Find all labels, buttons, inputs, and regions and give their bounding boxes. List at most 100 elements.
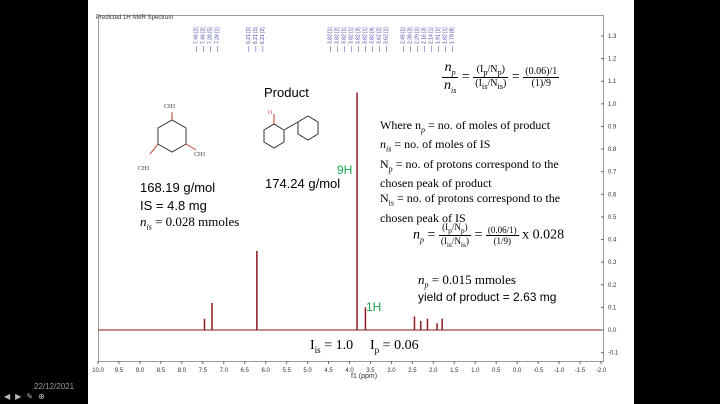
spectrum-title: Predicted 1H NMR Spectrum [96,15,174,21]
x-tick-label: 8.5 [157,368,166,374]
x-axis: 10.0 9.5 9.0 8.5 8.0 7.5 7.0 6.5 6.0 5.5 5.0 4.5 4.0… [92,361,607,374]
peak-label: 2.29 [1] [415,27,421,44]
x-tick-label: 0.0 [513,368,522,374]
carbonyl-o-label: O [268,110,273,116]
peak-label: 3.82 [1] [342,27,348,44]
label-1h: 1H [366,300,382,314]
x-tick-label: 3.0 [387,368,396,374]
yield-result: yield of product = 2.63 mg [418,290,557,304]
y-tick-label: 0.5 [608,215,617,221]
peak-label: 2.16 [3] [422,27,428,44]
peak-labels: 7.46 [2] 7.46 [2] 7.28 [5] 7.28 [1] 6.21 [1]… [194,27,456,52]
y-tick-label: 0.4 [608,238,617,244]
x-tick-label: 2.0 [429,368,438,374]
is-mass: IS = 4.8 mg [140,198,207,213]
peak-label: 6.21 [1] [253,27,259,44]
definitions-block: Where np = no. of moles of product nis =… [380,118,561,225]
product-title: Product [264,85,309,100]
nmr-spectrum-plot: 10.0 9.5 9.0 8.5 8.0 7.5 7.0 6.5 6.0 5.5 5.0 4.5 4.0… [92,27,619,380]
y-tick-label: 0.6 [608,192,617,198]
peak-label: 3.82 [4] [370,27,376,44]
peak-label: 3.62 [2] [377,27,383,44]
y-tick-label: 0.0 [608,328,617,334]
spectrum-frame [98,15,604,362]
peak-label: 1.91 [1] [436,27,442,44]
peak-label: 7.46 [2] [194,27,200,44]
x-tick-label: 10.0 [92,368,104,374]
product-structure: O [263,110,319,149]
label-9h: 9H [337,163,353,177]
x-tick-label: 6.5 [241,368,250,374]
np-result: np = 0.015 mmoles [418,272,516,290]
prev-slide-icon[interactable]: ◀ [4,392,11,401]
peak-label: 3.82 [2] [335,27,341,44]
peak-label: 2.39 [3] [408,27,414,44]
is-mw: 168.19 g/mol [140,180,216,195]
peak-label: 3.62 [1] [384,27,390,44]
x-tick-label: 4.0 [345,368,354,374]
peak-label: 3.82 [1] [363,27,369,44]
x-tick-label: -0.5 [533,368,544,374]
spectrum-peaks [98,92,601,331]
y-axis: 1.3 1.2 1.1 1.0 0.9 0.8 0.7 0.6 0.5 0.4 0.3 0.2 0.1 0… [601,34,619,357]
x-tick-label: 4.5 [324,368,333,374]
y-tick-label: 1.1 [608,79,617,85]
ratio-equation: np nis = (Ip/Np) (Iis/Nis) = (0.06)/1 (1)/9 [442,60,560,95]
y-tick-label: 0.7 [608,170,617,176]
peak-label: 1.82 [1] [443,27,449,44]
np-calculation: np = (Ip/Np) (Iis/Nis) = (0.06/1) (1/9) x … [413,222,565,249]
integral-p: Ip = 0.06 [370,338,419,355]
x-tick-label: 6.0 [261,368,270,374]
x-tick-label: 3.5 [366,368,375,374]
is-methyl-label: CH3 [194,152,205,158]
next-slide-icon[interactable]: ▶ [15,392,22,401]
y-tick-label: 0.1 [608,305,617,311]
peak-label: 2.14 [1] [429,27,435,44]
peak-label: 1.79 [8] [450,27,456,44]
y-tick-label: 0.8 [608,147,617,153]
x-axis-label: f1 (ppm) [351,373,377,380]
zoom-icon[interactable]: ⊕ [38,392,45,401]
x-tick-label: 1.5 [450,368,459,374]
peak-label: 7.46 [2] [201,27,207,44]
x-tick-label: 0.5 [492,368,501,374]
footer-date: 22/12/2021 [34,382,75,391]
x-tick-label: -2.0 [596,368,607,374]
x-tick-label: 7.5 [199,368,208,374]
pen-icon[interactable]: ✎ [26,392,34,401]
is-moles: nis = 0.028 mmoles [140,214,240,232]
product-mw: 174.24 g/mol [265,176,341,191]
x-tick-label: 5.5 [282,368,291,374]
peak-label: 3.82 [1] [328,27,334,44]
is-methyl-label: CH3 [164,104,175,110]
peak-label: 3.82 [3] [356,27,362,44]
x-tick-label: 5.0 [303,368,312,374]
y-tick-label: 0.9 [608,124,617,130]
peak-label: 7.28 [5] [208,27,214,44]
peak-label: 3.82 [1] [349,27,355,44]
peak-label: 6.21 [2] [260,27,266,44]
x-tick-label: -1.5 [575,368,586,374]
y-tick-label: 0.3 [608,260,617,266]
integral-is: Iis = 1.0 [310,338,354,355]
presentation-slide: Predicted 1H NMR Spectrum 10.0 9.5 9.0 8.5 8… [88,0,634,404]
peak-label: 6.21 [1] [246,27,252,44]
y-tick-label: -0.1 [608,351,619,357]
x-tick-label: 9.5 [115,368,124,374]
peak-label: 7.28 [1] [215,27,221,44]
y-tick-label: 1.0 [608,102,617,108]
is-methyl-label: CH3 [138,166,149,172]
y-tick-label: 1.2 [608,57,617,63]
x-tick-label: -1.0 [554,368,565,374]
internal-standard-structure: CH3 CH3 CH3 [138,104,205,172]
x-tick-label: 2.5 [408,368,417,374]
y-tick-label: 1.3 [608,34,617,40]
x-tick-label: 9.0 [136,368,145,374]
x-tick-label: 8.0 [178,368,187,374]
peak-label: 2.45 [1] [401,27,407,44]
x-tick-label: 1.0 [471,368,480,374]
footer-toolbar[interactable]: ◀ ▶ ✎ ⊕ [4,392,45,401]
x-tick-label: 7.0 [220,368,229,374]
y-tick-label: 0.2 [608,283,617,289]
slide-corner [622,0,634,12]
